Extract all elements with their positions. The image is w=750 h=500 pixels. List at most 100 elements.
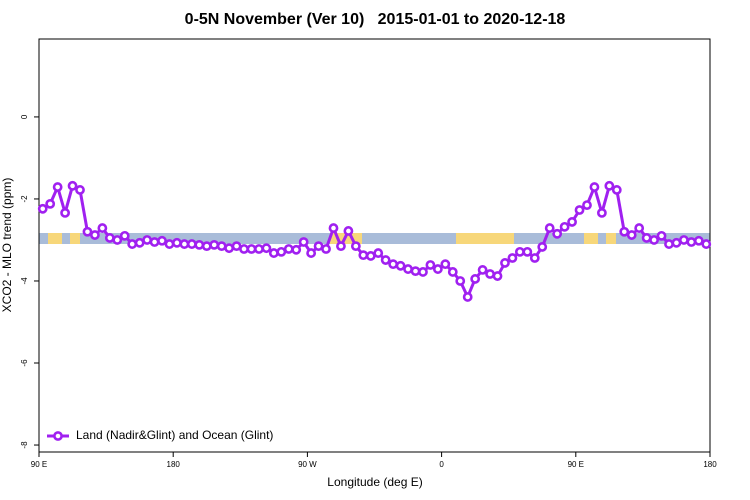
data-point	[90, 230, 100, 240]
data-point	[246, 244, 257, 254]
land-segment	[584, 233, 598, 244]
data-point	[291, 244, 302, 255]
data-point	[425, 260, 436, 270]
data-point	[686, 237, 697, 247]
data-point	[142, 235, 153, 245]
data-point	[574, 205, 585, 215]
data-point	[410, 266, 421, 277]
data-point	[336, 241, 346, 252]
data-point	[373, 248, 384, 258]
data-point	[298, 237, 309, 247]
data-point	[134, 237, 145, 248]
data-point	[172, 237, 182, 248]
data-point	[641, 233, 652, 243]
data-point	[283, 244, 294, 254]
data-point	[276, 246, 287, 257]
x-tick-label: 180	[167, 460, 181, 469]
data-point	[582, 200, 592, 211]
data-point	[611, 185, 622, 195]
data-point	[231, 241, 242, 252]
data-point	[529, 253, 540, 263]
data-point	[567, 217, 577, 227]
data-point	[97, 223, 108, 233]
data-point	[418, 267, 428, 277]
x-tick-label: 90 W	[298, 460, 317, 469]
x-tick-label: 0	[439, 460, 444, 469]
data-point	[693, 235, 704, 246]
land-segment	[70, 233, 80, 244]
land-segment	[456, 233, 514, 244]
data-point	[60, 207, 70, 218]
data-point	[388, 259, 399, 270]
data-point	[45, 198, 56, 209]
x-tick-label: 180	[703, 460, 717, 469]
data-point	[537, 242, 548, 252]
data-point	[671, 237, 682, 248]
y-tick-label: -8	[20, 441, 29, 449]
data-point	[358, 250, 369, 261]
data-point	[201, 241, 212, 252]
data-point	[500, 258, 510, 268]
land-segment	[606, 233, 616, 244]
data-point	[559, 221, 570, 232]
data-point	[447, 267, 458, 277]
data-point	[522, 246, 533, 257]
data-point	[477, 265, 488, 275]
data-point	[514, 246, 525, 257]
data-point	[164, 239, 175, 249]
data-point	[82, 226, 93, 237]
ocean-band	[39, 233, 710, 244]
data-point	[462, 292, 473, 302]
data-point	[589, 182, 600, 192]
data-point	[127, 239, 138, 249]
x-tick-label: 90 E	[31, 460, 47, 469]
x-axis-label: Longitude (deg E)	[327, 475, 422, 489]
data-point	[485, 269, 495, 279]
data-point	[380, 255, 391, 265]
data-point	[157, 235, 167, 246]
data-point	[239, 244, 249, 254]
data-point	[552, 228, 563, 239]
data-point	[119, 230, 130, 241]
data-point	[268, 248, 279, 258]
data-point	[701, 239, 712, 249]
data-point	[679, 235, 689, 245]
data-point	[492, 271, 503, 281]
data-point	[455, 276, 466, 286]
x-tick-label: 90 E	[568, 460, 584, 469]
data-point	[544, 223, 555, 233]
data-point	[664, 239, 674, 249]
data-point	[649, 235, 659, 245]
legend-marker	[53, 431, 63, 441]
data-point	[216, 241, 227, 252]
data-point	[209, 239, 220, 250]
data-point	[112, 235, 123, 245]
data-point	[186, 239, 197, 249]
data-point	[149, 237, 160, 247]
data-point	[306, 248, 317, 258]
data-point	[75, 185, 85, 195]
data-point	[261, 243, 272, 254]
data-point	[626, 230, 637, 240]
data-point	[350, 241, 361, 252]
data-point	[403, 264, 413, 274]
data-point	[194, 239, 205, 250]
data-point	[656, 230, 667, 241]
data-point	[432, 264, 443, 274]
y-tick-label: 0	[20, 114, 29, 119]
data-point	[179, 239, 190, 249]
data-point	[37, 203, 48, 214]
land-segment	[48, 233, 62, 244]
chart-title: 0-5N November (Ver 10) 2015-01-01 to 202…	[185, 11, 566, 28]
data-point	[343, 226, 354, 236]
data-point	[52, 182, 63, 192]
data-point	[224, 243, 235, 254]
data-point	[365, 251, 376, 261]
y-axis-label: XCO2 - MLO trend (ppm)	[0, 178, 14, 313]
data-point	[507, 253, 518, 263]
data-point	[470, 274, 481, 284]
data-point	[67, 180, 78, 191]
data-point	[604, 180, 615, 191]
